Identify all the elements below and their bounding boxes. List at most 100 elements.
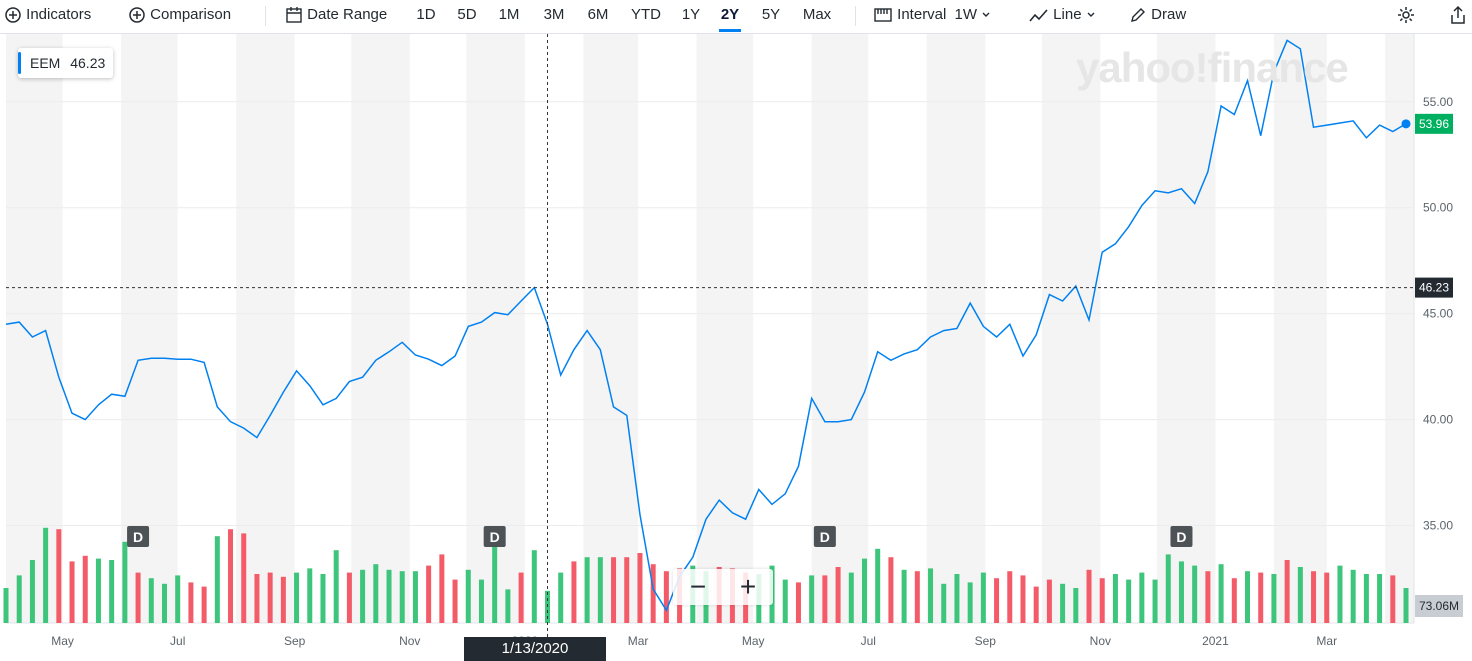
interval-button[interactable]: Interval 1W [873, 0, 991, 31]
price-chart[interactable]: D D D D 35.00 40.00 45.00 50.00 55.00 May Jul Sep… [0, 34, 1472, 661]
volume-bar [241, 533, 247, 623]
volume-bar [1324, 572, 1330, 623]
crosshair [6, 34, 1414, 637]
volume-bar [1126, 579, 1132, 623]
range-max[interactable]: Max [802, 6, 832, 23]
x-tick-label: May [51, 634, 74, 648]
volume-bar [1377, 574, 1383, 623]
volume-bar [1311, 571, 1317, 623]
volume-bar [465, 569, 471, 623]
volume-bar [452, 579, 458, 623]
month-band [696, 34, 754, 623]
draw-label: Draw [1151, 6, 1187, 23]
volume-bars [3, 526, 1409, 623]
x-tick-label: Mar [1316, 634, 1337, 648]
dividend-marker-label: D [820, 529, 830, 545]
gear-icon [1398, 7, 1414, 24]
volume-bar [875, 548, 881, 623]
x-tick-label: Jul [170, 634, 185, 648]
volume-bar [135, 572, 141, 623]
volume-bar [478, 579, 484, 623]
volume-bar [637, 553, 643, 623]
settings-button[interactable] [1396, 0, 1416, 31]
share-icon [1451, 5, 1465, 24]
volume-bar [267, 572, 273, 623]
x-tick-label: Sep [284, 634, 306, 648]
volume-bar [1390, 575, 1396, 623]
range-3m[interactable]: 3M [543, 6, 565, 23]
chart-type-button[interactable]: Line [1029, 0, 1096, 31]
dividend-marker-label: D [490, 529, 500, 545]
volume-bar [360, 569, 366, 623]
range-6m[interactable]: 6M [587, 6, 609, 23]
range-1m[interactable]: 1M [498, 6, 520, 23]
dividend-marker [483, 526, 506, 547]
volume-bar [518, 572, 524, 623]
volume-bar [584, 557, 590, 623]
chart-toolbar: Indicators Comparison Date Range 1D 5D 1M 3… [0, 0, 1472, 34]
volume-bar [980, 572, 986, 623]
month-band [811, 34, 869, 623]
month-band [121, 34, 178, 623]
volume-bar [1099, 578, 1105, 623]
range-2y[interactable]: 2Y [719, 0, 741, 32]
volume-bar [109, 560, 115, 623]
volume-bar [835, 567, 841, 623]
zoom-controls: − + [673, 569, 773, 605]
volume-bar [280, 576, 286, 623]
volume-bar [848, 572, 854, 623]
volume-bar [1112, 574, 1118, 623]
range-ytd[interactable]: YTD [631, 6, 661, 23]
chevron-down-icon [982, 12, 990, 18]
volume-bar [994, 578, 1000, 623]
volume-bar [1403, 588, 1409, 623]
x-axis: MayJulSepNov2020MarMayJulSepNov2021Mar [51, 634, 1337, 648]
series-legend[interactable]: EEM 46.23 [18, 48, 114, 78]
month-band [351, 34, 410, 623]
volume-bar [175, 575, 181, 623]
volume-badge-label: 73.06M [1419, 599, 1459, 613]
volume-bar [505, 589, 511, 623]
volume-bar [1205, 571, 1211, 623]
last-price-badge [1415, 113, 1453, 134]
pencil-icon [1131, 8, 1145, 22]
draw-button[interactable]: Draw [1129, 0, 1186, 31]
range-5y[interactable]: 5Y [761, 6, 781, 23]
volume-bar [148, 578, 154, 623]
volume-bar [346, 572, 352, 623]
date-range-button[interactable]: Date Range [285, 0, 387, 31]
volume-bar [901, 569, 907, 623]
date-range-label: Date Range [307, 6, 388, 23]
y-tick-label: 50.00 [1423, 201, 1453, 215]
zoom-out-button[interactable]: − [689, 571, 707, 602]
crosshair-price-badge-label: 46.23 [1419, 281, 1449, 295]
range-1y[interactable]: 1Y [681, 6, 701, 23]
volume-bar [1007, 571, 1013, 623]
indicators-button[interactable]: Indicators [4, 0, 91, 31]
price-line [5, 39, 1407, 612]
volume-bar [386, 569, 392, 623]
comparison-button[interactable]: Comparison [128, 0, 231, 31]
price-line-layer [5, 39, 1411, 612]
volume-bar [1258, 572, 1264, 623]
volume-bar [1060, 583, 1066, 623]
volume-bar [1020, 575, 1026, 623]
share-button[interactable] [1449, 0, 1467, 31]
volume-bar [412, 571, 418, 623]
volume-bar [1178, 561, 1184, 623]
month-band [583, 34, 639, 623]
calendar-icon [286, 7, 302, 23]
volume-bar [967, 582, 973, 623]
volume-bar [954, 574, 960, 623]
volume-bar [1284, 560, 1290, 623]
volume-bar [122, 541, 128, 623]
interval-value: 1W [954, 6, 978, 23]
zoom-in-button[interactable]: + [739, 571, 757, 602]
volume-bar [29, 560, 35, 623]
x-tick-label: 2021 [1202, 634, 1229, 648]
range-1d[interactable]: 1D [416, 6, 436, 23]
volume-bar [56, 529, 62, 623]
volume-bar [320, 574, 326, 623]
range-5d[interactable]: 5D [457, 6, 477, 23]
